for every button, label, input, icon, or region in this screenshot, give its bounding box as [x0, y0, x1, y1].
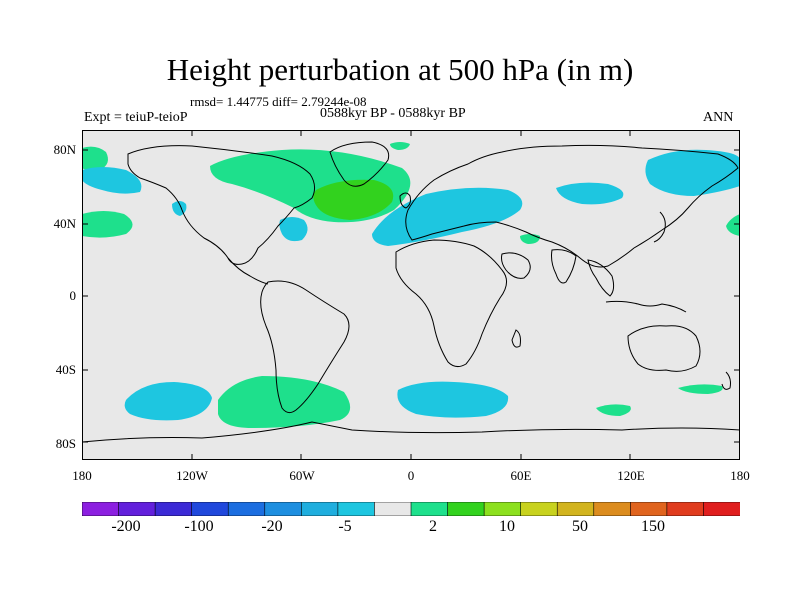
british-isles-outline [399, 192, 411, 209]
colorbar-swatch [666, 502, 705, 516]
colorbar-swatch [301, 502, 339, 516]
anomaly-negative-alaska [82, 167, 142, 194]
anomaly-positive-south-pacific-east [678, 384, 723, 394]
colorbar-label-neg20: -20 [261, 518, 283, 535]
colorbar-swatch [264, 502, 302, 516]
colorbar-swatch [374, 502, 412, 516]
australia-outline [627, 325, 701, 372]
colorbar-swatch [337, 502, 376, 516]
anomaly-layer [82, 142, 740, 428]
anomaly-positive-atlantic-core [313, 179, 394, 220]
central-america-outline [227, 257, 269, 285]
colorbar-swatch [410, 502, 449, 516]
lon-label-60w: 60W [289, 468, 315, 483]
colorbar-label-150: 150 [641, 518, 665, 535]
season-label: ANN [703, 110, 734, 125]
colorbar-swatch [556, 502, 595, 516]
period-label: 0588kyr BP - 0588kyr BP [320, 106, 466, 121]
se-asia-outline [587, 259, 615, 297]
coastlines [82, 141, 740, 443]
colorbar-label-neg5: -5 [338, 518, 352, 535]
plot-title: Height perturbation at 500 hPa (in m) [166, 52, 634, 87]
lon-label-120e: 120E [617, 468, 645, 483]
north-america-outline [127, 145, 316, 265]
anomaly-positive-south-america [218, 376, 351, 428]
experiment-label: Expt = teiuP-teioP [84, 110, 188, 125]
anomaly-negative-central-asia [556, 182, 624, 205]
anomaly-negative-us [279, 217, 308, 242]
colorbar-label-2: 2 [429, 518, 437, 535]
greenland-outline [329, 141, 390, 187]
lon-label-180e: 180 [730, 468, 750, 483]
lon-label-180w: 180 [72, 468, 92, 483]
colorbar-swatch [520, 502, 558, 516]
lat-label-40n: 40N [53, 216, 76, 231]
africa-outline [395, 239, 507, 368]
eurasia-outline [405, 144, 739, 268]
colorbar-label-neg100: -100 [184, 518, 214, 535]
anomaly-positive-nw-pacific [82, 146, 108, 171]
anomaly-positive-arctic [390, 142, 410, 150]
anomaly-negative-siberia [645, 149, 740, 196]
indonesia-outline [605, 300, 687, 313]
colorbar-swatch [118, 502, 156, 516]
anomaly-negative-europe [372, 187, 523, 246]
madagascar-outline [511, 329, 521, 348]
colorbar-swatch [593, 502, 631, 516]
new-zealand-outline [721, 371, 731, 390]
antarctica-outline [82, 421, 740, 443]
anomaly-positive-west-edge [82, 211, 133, 238]
lat-label-80n: 80N [53, 142, 76, 157]
colorbar-swatch [703, 502, 740, 516]
arabia-outline [501, 252, 531, 279]
lat-label-40s: 40S [55, 362, 76, 377]
colorbar-swatch [630, 502, 668, 516]
india-outline [551, 249, 577, 284]
colorbar-label-50: 50 [572, 518, 588, 535]
colorbar-swatch [227, 502, 266, 516]
colorbar-swatch [154, 502, 193, 516]
lat-label-0: 0 [69, 288, 77, 303]
anomaly-positive-east-edge [726, 214, 740, 236]
colorbar-swatch [191, 502, 229, 516]
anomaly-negative-south-pacific [124, 382, 212, 421]
world-map [82, 130, 740, 460]
colorbar-label-10: 10 [499, 518, 515, 535]
lon-label-60e: 60E [510, 468, 532, 483]
colorbar-swatch [483, 502, 522, 516]
japan-outline [653, 211, 666, 243]
anomaly-negative-south-indian [397, 381, 509, 418]
lon-label-120w: 120W [176, 468, 208, 483]
colorbar-label-neg200: -200 [111, 518, 141, 535]
colorbar-swatch [82, 502, 120, 516]
colorbar [82, 502, 740, 516]
colorbar-swatch [447, 502, 485, 516]
anomaly-positive-south-indian [596, 404, 631, 416]
south-america-outline [260, 280, 350, 414]
tick-marks [82, 130, 740, 460]
lon-label-0: 0 [407, 468, 415, 483]
lat-label-80s: 80S [55, 436, 76, 451]
stats-text: rmsd= 1.44775 diff= 2.79244e-08 [190, 94, 367, 109]
